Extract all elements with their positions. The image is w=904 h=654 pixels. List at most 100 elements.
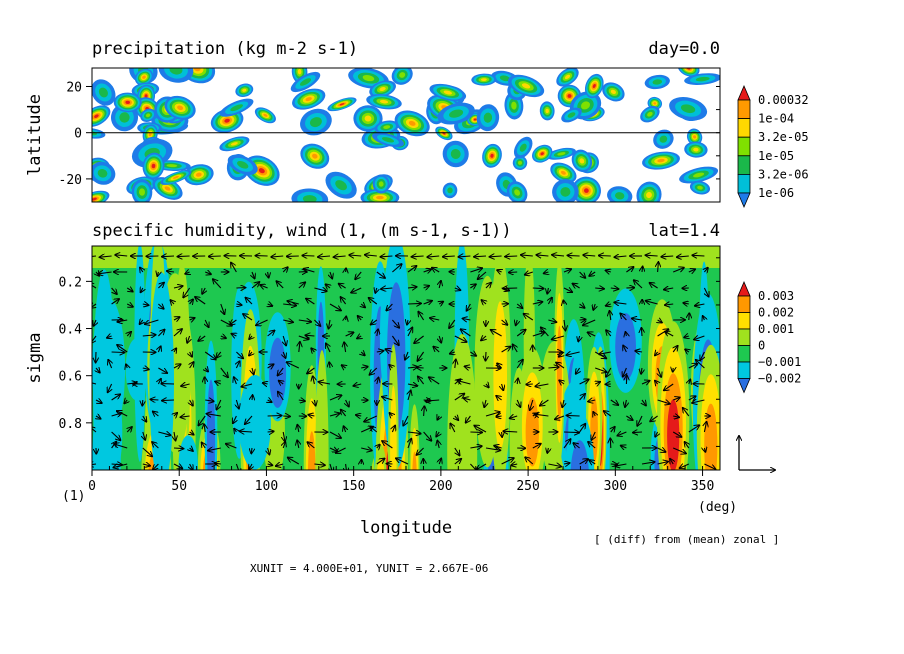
diff-note: [ (diff) from (mean) zonal ]	[594, 533, 779, 546]
precip-frame	[91, 67, 721, 203]
humidity-contour	[376, 458, 385, 470]
wind-arrow	[677, 256, 689, 257]
humidity-colorbar-label: 0.003	[758, 289, 794, 303]
humidity-anomaly	[134, 246, 146, 462]
wind-arrow	[573, 284, 580, 288]
wind-arrow	[153, 412, 159, 416]
wind-arrow	[564, 319, 565, 330]
humidity-contour	[381, 483, 393, 508]
wind-arrow	[288, 458, 300, 465]
wind-arrow	[704, 463, 715, 469]
wind-arrow	[672, 447, 686, 453]
precip-cell	[531, 144, 553, 163]
wind-arrow	[599, 256, 611, 257]
precip-cell	[394, 110, 430, 137]
longitude-tick-label: 100	[255, 479, 278, 494]
wind-arrow	[439, 335, 441, 343]
humidity-colorbar-label: 0	[758, 339, 765, 353]
precip-cell	[92, 105, 111, 127]
wind-arrow	[454, 459, 461, 465]
wind-arrow	[665, 332, 674, 336]
wind-arrow	[145, 319, 159, 324]
humidity-contour	[390, 385, 397, 470]
precip-contour	[560, 187, 571, 197]
precip-contour	[302, 195, 317, 202]
precip-cell	[300, 108, 332, 136]
precip-contour	[449, 109, 464, 118]
precip-cell	[513, 136, 533, 159]
wind-arrow	[171, 300, 175, 304]
wind-arrow	[167, 271, 175, 272]
wind-arrow	[477, 463, 487, 470]
wind-arrow	[481, 336, 486, 340]
wind-arrow	[595, 367, 606, 372]
unit-footer: XUNIT = 4.000E+01, YUNIT = 2.667E-06	[250, 562, 488, 575]
wind-arrow	[96, 416, 101, 419]
humidity-contour	[410, 427, 419, 470]
precip-contour	[172, 175, 179, 179]
precip-cell	[360, 188, 400, 202]
wind-arrow	[589, 460, 596, 464]
precip-cell	[134, 68, 154, 86]
precip-contour	[164, 186, 171, 191]
wind-arrow	[245, 415, 253, 424]
precip-cell	[476, 104, 500, 132]
wind-arrow	[689, 313, 690, 321]
sigma-unit-label: (1)	[62, 489, 85, 504]
wind-arrow	[199, 415, 206, 425]
wind-arrow	[351, 287, 362, 293]
wind-arrow	[642, 267, 643, 273]
wind-arrow	[311, 348, 314, 352]
wind-arrow	[552, 336, 565, 339]
wind-arrow	[396, 458, 409, 465]
precip-cell	[644, 74, 670, 90]
wind-arrow	[482, 300, 486, 304]
wind-arrow	[329, 362, 330, 369]
precip-contour	[443, 90, 452, 95]
precip-colorbar-label: 1e-06	[758, 186, 794, 200]
wind-arrow	[183, 287, 191, 297]
precip-contour	[98, 87, 108, 98]
humidity-anomaly	[696, 344, 720, 470]
wind-arrow	[190, 362, 194, 369]
wind-arrow	[236, 399, 239, 409]
precip-cell	[584, 73, 604, 99]
wind-arrow	[226, 444, 237, 449]
wind-arrow	[486, 351, 487, 361]
wind-arrow	[540, 399, 549, 406]
precip-cell	[327, 97, 357, 112]
wind-arrow	[251, 447, 252, 453]
wind-arrow	[190, 300, 193, 305]
humidity-colorbar-label: −0.002	[758, 372, 801, 386]
precip-colorbar-label: 3.2e-05	[758, 130, 809, 144]
precip-contour	[92, 197, 97, 201]
wind-arrow	[260, 285, 268, 288]
precip-contour	[557, 152, 566, 156]
humidity-colorbar-segment	[737, 312, 751, 330]
precip-cell	[571, 149, 593, 173]
wind-arrow	[510, 416, 518, 418]
wind-arrow	[593, 303, 595, 310]
humidity-colorbar-bottom-arrow	[737, 378, 751, 394]
wind-arrow	[381, 288, 393, 289]
wind-arrow	[173, 364, 181, 368]
wind-arrow	[267, 431, 274, 432]
precip-contour	[230, 104, 243, 112]
humidity-colorbar-segment	[737, 361, 751, 379]
wind-arrow	[459, 256, 471, 257]
wind-arrow	[407, 432, 421, 434]
wind-arrow	[593, 412, 595, 416]
wind-arrow	[429, 377, 440, 385]
precip-ytick-label: 20	[66, 80, 82, 95]
wind-arrow	[173, 464, 182, 468]
wind-arrow	[412, 256, 424, 257]
precip-contour	[564, 74, 571, 80]
precip-contour	[519, 143, 527, 152]
precip-cell	[602, 82, 625, 102]
wind-arrow	[283, 442, 285, 449]
wind-arrow	[532, 444, 541, 448]
precip-cell	[442, 182, 458, 199]
wind-arrow	[314, 288, 326, 291]
wind-arrow	[641, 462, 655, 464]
precip-cell	[653, 129, 674, 149]
